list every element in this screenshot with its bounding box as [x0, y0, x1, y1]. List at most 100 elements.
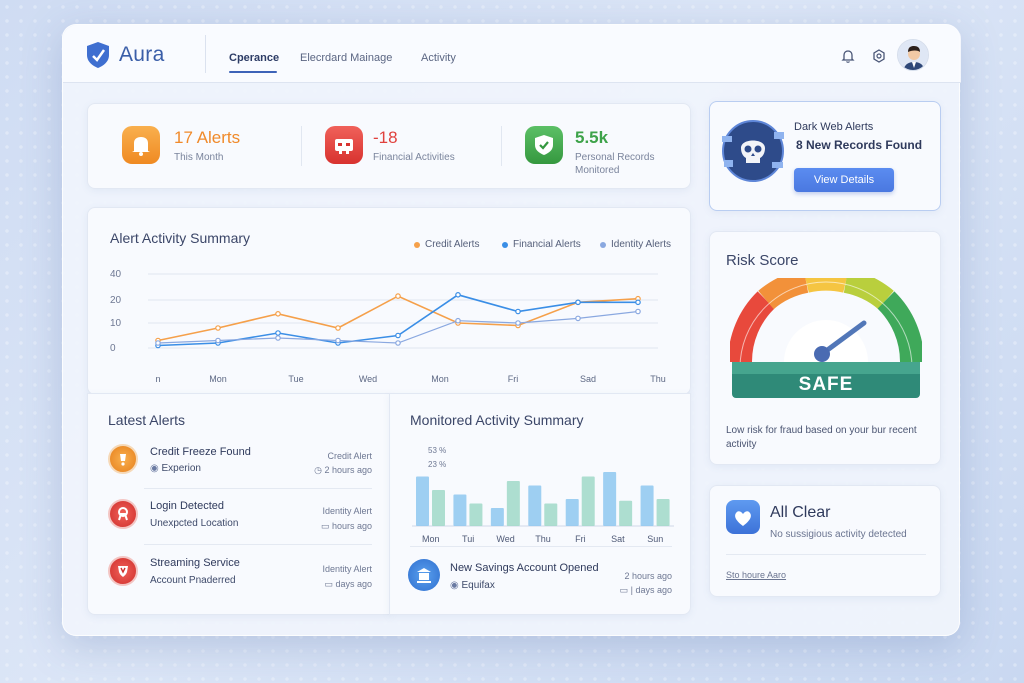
divider: [501, 126, 502, 166]
bar: [656, 499, 670, 526]
x-tick-label: n: [155, 374, 160, 384]
bell-icon[interactable]: [840, 48, 856, 64]
avatar-person-icon: [898, 40, 928, 70]
chart-annotation: 23 %: [428, 460, 447, 469]
chart-annotation: 53 %: [428, 446, 447, 455]
all-clear-title: All Clear: [770, 504, 831, 521]
x-tick-label: Mon: [422, 534, 440, 544]
alert-time: ◷ 2 hours ago: [314, 465, 372, 475]
data-point: [335, 325, 341, 331]
warning-icon: [108, 444, 138, 474]
latest-alerts-title: Latest Alerts: [108, 412, 186, 428]
alert-time: ▭ days ago: [324, 579, 372, 589]
bar: [640, 485, 654, 526]
dark-web-subtitle: 8 New Records Found: [796, 138, 923, 152]
event-title: New Savings Account Opened: [450, 562, 599, 574]
x-tick-label: Mon: [209, 374, 227, 384]
bank-icon: [408, 559, 440, 591]
x-tick-label: Fri: [575, 534, 586, 544]
risk-score-title: Risk Score: [726, 252, 799, 269]
bar: [544, 503, 558, 526]
stat-financial-label: Financial Activities: [373, 152, 455, 163]
data-point: [455, 317, 461, 324]
legend-financial-alerts: Financial Alerts: [502, 239, 581, 250]
bar: [565, 499, 579, 526]
alert-source: ◉ Experion: [150, 463, 201, 474]
x-tick-label: Fri: [508, 374, 519, 384]
event-source: ◉ Equifax: [450, 580, 495, 591]
nav-item-activity[interactable]: Activity: [421, 52, 456, 64]
all-clear-link[interactable]: Sto houre Aaro: [726, 570, 787, 580]
x-tick-label: Sad: [580, 374, 596, 384]
view-details-button[interactable]: View Details: [794, 168, 894, 192]
alert-tag: Credit Alert: [327, 451, 372, 461]
data-point: [215, 337, 221, 344]
gear-icon[interactable]: [871, 48, 887, 64]
legend-credit-alerts: Credit Alerts: [414, 239, 479, 250]
dark-web-card: Dark Web Alerts 8 New Records Found View…: [709, 101, 941, 211]
y-tick-label: 10: [110, 318, 122, 329]
lock-alert-icon: [108, 499, 138, 529]
data-point: [335, 337, 341, 344]
data-point: [275, 330, 281, 336]
bar: [469, 503, 483, 526]
gauge-needle: [819, 320, 867, 357]
monitored-activity-title: Monitored Activity Summary: [410, 412, 584, 428]
data-point: [155, 340, 161, 346]
top-bar: Aura Cperance Elecrdard Mainage Activity: [63, 25, 961, 83]
bar: [432, 490, 445, 526]
app-logo-text: Aura: [119, 43, 165, 66]
x-tick-label: Thu: [650, 374, 666, 384]
divider: [144, 544, 372, 545]
data-point: [395, 332, 401, 339]
alert-title: Credit Freeze Found: [150, 446, 251, 458]
divider: [301, 126, 302, 166]
monitored-activity-card: Monitored Activity Summary 53 % 23 % Mon…: [389, 393, 691, 615]
risk-gauge: [730, 278, 922, 398]
alert-tag: Identity Alert: [322, 506, 372, 516]
latest-alerts-card: Latest Alerts Credit Freeze Found ◉ Expe…: [87, 393, 391, 615]
data-point: [395, 293, 401, 299]
app-window: Aura Cperance Elecrdard Mainage Activity: [62, 24, 961, 636]
alert-title: Streaming Service: [150, 557, 240, 569]
skull-icon: [722, 120, 784, 182]
bar: [528, 485, 542, 526]
nav-item-cperance[interactable]: Cperance: [229, 52, 280, 64]
shield-alert-icon: [108, 556, 138, 586]
risk-level-label: SAFE: [798, 374, 854, 395]
alert-time: ▭ hours ago: [320, 521, 372, 531]
stat-alerts-label: This Month: [174, 152, 224, 163]
event-time: 2 hours ago: [624, 571, 672, 581]
data-point: [515, 320, 521, 326]
alert-line-chart: 0 10 20 40 n Mon Tue Wed Mon Fri Sad Thu: [110, 269, 666, 384]
nav-item-dashboard-manage[interactable]: Elecrdard Mainage: [300, 52, 393, 64]
data-point: [515, 308, 521, 315]
alert-activity-title: Alert Activity Summary: [110, 230, 251, 246]
data-point: [275, 310, 281, 317]
alert-source: Unexpcted Location: [150, 518, 239, 529]
data-point: [455, 291, 461, 298]
x-tick-label: Sun: [647, 534, 663, 544]
all-clear-card: All Clear No sussigious activity detecte…: [709, 485, 941, 597]
x-tick-label: Tui: [462, 534, 474, 544]
all-clear-subtitle: No sussigious activity detected: [770, 529, 907, 540]
data-point: [575, 315, 581, 322]
bar: [619, 500, 633, 526]
data-point: [395, 340, 401, 346]
data-point: [635, 308, 641, 315]
bar: [490, 508, 504, 526]
data-point: [635, 299, 641, 306]
stat-records-value: 5.5k: [575, 128, 609, 147]
bar: [603, 472, 617, 526]
risk-score-card: Risk Score SAFE Low risk for fraud based…: [709, 231, 941, 465]
bell-icon: [122, 126, 160, 164]
y-tick-label: 0: [110, 343, 116, 354]
stat-alerts-value: 17 Alerts: [174, 128, 241, 147]
bar: [416, 476, 429, 526]
user-avatar[interactable]: [897, 39, 929, 71]
alert-activity-card: Alert Activity Summary Credit Alerts Fin…: [87, 207, 691, 395]
x-tick-label: Wed: [359, 374, 377, 384]
alert-tag: Identity Alert: [322, 564, 372, 574]
monitored-bar-chart: Mon Tui Wed Thu Fri Sat Sun: [412, 472, 674, 544]
stat-records-label: Personal Records Monitored: [575, 152, 655, 176]
